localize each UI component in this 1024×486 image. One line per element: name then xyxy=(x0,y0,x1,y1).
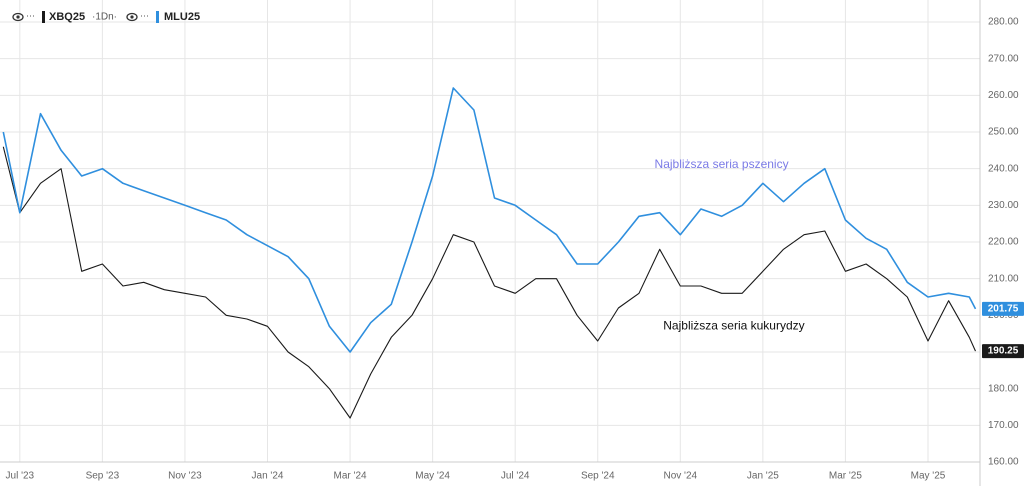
y-tick-label: 220.00 xyxy=(988,237,1019,248)
x-tick-label: Sep '23 xyxy=(86,471,120,482)
y-tick-label: 170.00 xyxy=(988,420,1019,431)
y-tick-label: 210.00 xyxy=(988,273,1019,284)
x-tick-label: Nov '23 xyxy=(168,471,202,482)
x-tick-label: Mar '24 xyxy=(334,471,367,482)
y-tick-label: 230.00 xyxy=(988,200,1019,211)
x-tick-label: Jan '24 xyxy=(252,471,284,482)
svg-text:···: ··· xyxy=(140,10,149,20)
y-tick-label: 270.00 xyxy=(988,53,1019,64)
series-line xyxy=(2,146,977,419)
y-tick-label: 160.00 xyxy=(988,457,1019,468)
legend-swatch xyxy=(42,11,45,23)
x-tick-label: May '25 xyxy=(911,471,946,482)
y-tick-label: 280.00 xyxy=(988,17,1019,28)
legend: ··· XBQ25 ·1Dn· ··· MLU25 xyxy=(12,10,200,23)
x-tick-label: May '24 xyxy=(415,471,450,482)
annotation: Najbliższa seria kukurydzy xyxy=(663,319,804,333)
x-tick-label: Jan '25 xyxy=(747,471,779,482)
legend-swatch xyxy=(156,11,159,23)
last-value-box xyxy=(982,344,1024,359)
y-tick-label: 180.00 xyxy=(988,383,1019,394)
series-line xyxy=(2,87,977,353)
x-tick-label: Sep '24 xyxy=(581,471,615,482)
x-tick-label: Jul '23 xyxy=(6,471,35,482)
svg-text:···: ··· xyxy=(26,10,35,20)
x-tick-label: Nov '24 xyxy=(664,471,698,482)
interval-label: ·1Dn· xyxy=(92,12,117,23)
annotation: Najbliższa seria pszenicy xyxy=(655,157,789,171)
x-tick-label: Mar '25 xyxy=(829,471,862,482)
legend-label: XBQ25 xyxy=(49,11,85,23)
y-tick-label: 250.00 xyxy=(988,127,1019,138)
last-value-label: 190.25 xyxy=(988,346,1019,357)
eye-icon[interactable]: ··· xyxy=(126,10,149,22)
last-value-box xyxy=(982,301,1024,316)
eye-icon[interactable]: ··· xyxy=(12,10,35,22)
y-tick-label: 240.00 xyxy=(988,163,1019,174)
y-tick-label: 260.00 xyxy=(988,90,1019,101)
legend-label: MLU25 xyxy=(164,11,200,23)
x-tick-label: Jul '24 xyxy=(501,471,530,482)
last-value-label: 201.75 xyxy=(988,304,1019,315)
